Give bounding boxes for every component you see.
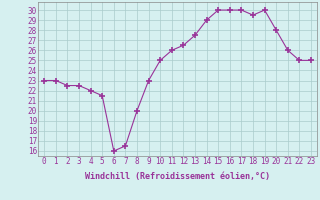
X-axis label: Windchill (Refroidissement éolien,°C): Windchill (Refroidissement éolien,°C)	[85, 172, 270, 181]
